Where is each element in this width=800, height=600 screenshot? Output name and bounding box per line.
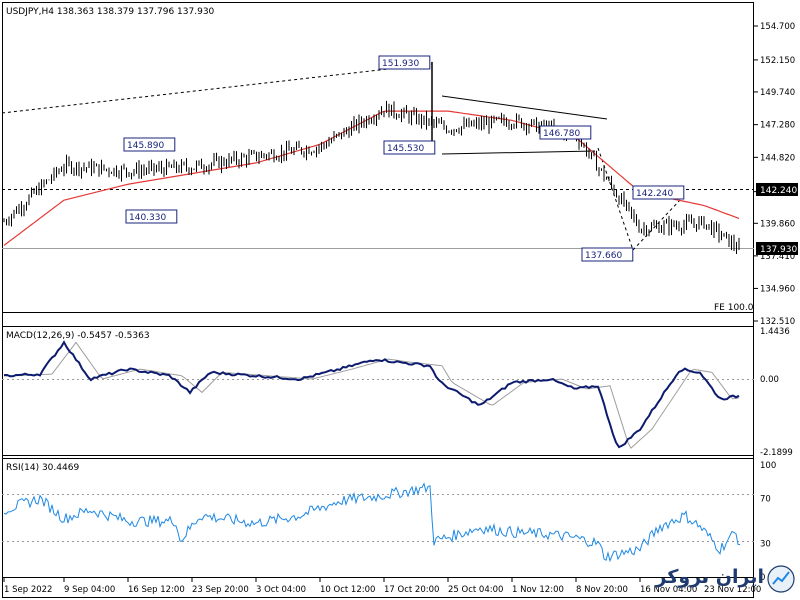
price-tick-label: 152.150	[760, 56, 795, 66]
macd-label: MACD(12,26,9) -0.5457 -0.5363	[6, 331, 150, 341]
current-price-label: 137.930	[760, 245, 797, 255]
triangle-bottom-line	[441, 150, 596, 155]
price-tick-label: 137.410	[760, 252, 795, 262]
current-price-tag: 137.930	[756, 242, 798, 255]
annotation-box	[539, 125, 592, 140]
rsi-line	[3, 482, 741, 563]
annotation-label: 151.930	[382, 59, 419, 69]
rsi-label: RSI(14) 30.4469	[6, 463, 79, 473]
rsi-tick-label: 100	[760, 461, 776, 471]
price-tick-label: 134.960	[760, 284, 795, 294]
macd-signal-line	[4, 341, 740, 449]
time-tick-label: 8 Nov 20:00	[576, 585, 628, 595]
main-price-panel[interactable]: 154.700 152.150 149.740 147.280 144.820 142.2…	[1, 7, 798, 327]
macd-main-line	[3, 340, 740, 449]
symbol-header: USDJPY,H4 138.363 138.379 137.796 137.93…	[6, 7, 215, 17]
fe-label: FE 100.0	[714, 303, 754, 313]
rsi-axis: 100 70 30 0	[760, 461, 776, 583]
macd-axis: 1.4436 0.00 -2.1899	[760, 327, 793, 458]
price-tick-label: 149.740	[760, 88, 795, 98]
price-annotations: 145.890 140.330 151.930 145.530 146.780 142.2…	[123, 55, 685, 262]
time-tick-label: 16 Nov 04:00	[640, 585, 697, 595]
level-price-label: 142.240	[760, 186, 797, 196]
rsi-tick-label: 0	[760, 573, 765, 583]
annotation-box	[581, 247, 634, 262]
annotation-box	[378, 55, 431, 70]
chart-logo-icon	[767, 565, 795, 593]
rsi-tick-label: 70	[760, 495, 771, 505]
time-tick-label: 16 Sep 12:00	[128, 585, 185, 595]
moving-average-line	[3, 110, 740, 246]
annotation-label: 145.530	[387, 144, 424, 154]
price-axis: 154.700 152.150 149.740 147.280 144.820 142.2…	[754, 22, 795, 327]
macd-panel[interactable]: MACD(12,26,9) -0.5457 -0.5363 1.4436 0.00…	[2, 326, 793, 459]
rsi-panel[interactable]: RSI(14) 30.4469 100 70 30 0	[2, 458, 776, 584]
annotation-label: 140.330	[129, 213, 166, 223]
annotation-box	[632, 185, 685, 200]
annotation-box	[125, 209, 178, 224]
fe-line-1	[597, 147, 634, 251]
price-tick-label: 132.510	[760, 317, 795, 327]
price-tick-label: 154.700	[760, 22, 795, 32]
time-tick-label: 25 Oct 04:00	[448, 585, 503, 595]
price-tick-label: 139.860	[760, 219, 795, 229]
triangle-top-line	[441, 95, 608, 120]
price-tick-label: 144.820	[760, 153, 795, 163]
time-tick-label: 9 Sep 04:00	[64, 585, 115, 595]
chart-frame	[2, 2, 754, 598]
time-tick-label: 1 Sep 2022	[4, 585, 52, 595]
time-tick-label: 10 Oct 12:00	[320, 585, 375, 595]
brand-text: ایران بروکر	[655, 566, 764, 588]
time-tick-label: 23 Sep 20:00	[192, 585, 249, 595]
time-tick-label: 1 Nov 12:00	[512, 585, 564, 595]
time-axis: 1 Sep 2022 9 Sep 04:00 16 Sep 12:00 23 Sep …	[3, 578, 761, 595]
macd-tick-label: -2.1899	[760, 448, 793, 458]
annotation-label: 142.240	[636, 189, 673, 199]
price-tick-label: 147.280	[760, 121, 795, 131]
time-tick-label: 17 Oct 20:00	[384, 585, 439, 595]
annotation-label: 146.780	[543, 129, 580, 139]
price-bars	[3, 61, 740, 255]
annotation-box	[383, 140, 436, 155]
annotation-box	[123, 137, 176, 152]
time-tick-label: 23 Nov 12:00	[704, 585, 761, 595]
macd-tick-label: 0.00	[760, 375, 779, 385]
annotation-label: 137.660	[585, 251, 622, 261]
time-tick-label: 3 Oct 04:00	[256, 585, 306, 595]
watermark-logo: ایران بروکر	[630, 560, 800, 600]
annotation-label: 145.890	[127, 141, 164, 151]
trend-line-upper	[1, 63, 433, 114]
level-price-tag: 142.240	[756, 183, 798, 196]
macd-tick-label: 1.4436	[760, 327, 790, 337]
rsi-tick-label: 30	[760, 539, 771, 549]
